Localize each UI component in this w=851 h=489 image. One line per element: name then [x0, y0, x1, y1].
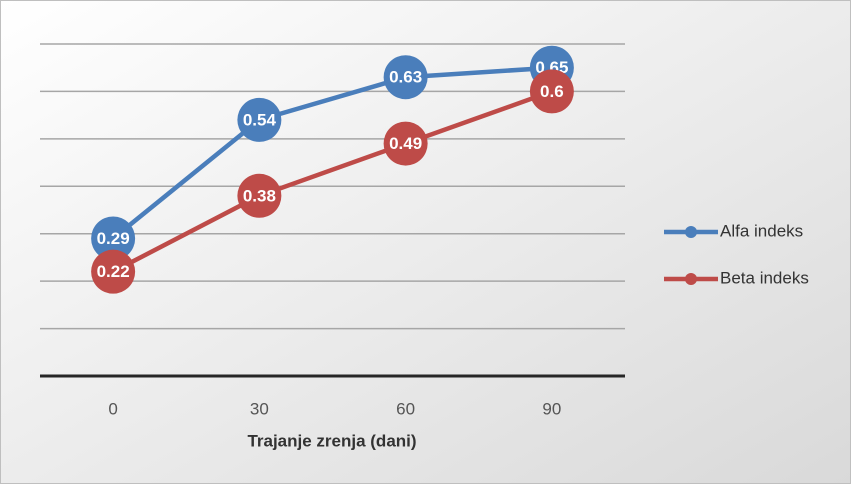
series-line — [112, 89, 553, 274]
data-point — [529, 69, 574, 114]
x-tick-label: 0 — [108, 399, 117, 418]
data-point — [91, 216, 136, 261]
data-point — [383, 55, 428, 100]
data-label: 0.6 — [540, 82, 564, 101]
x-axis-title: Trajanje zrenja (dani) — [247, 431, 416, 450]
legend-marker — [685, 226, 697, 238]
data-label: 0.38 — [243, 186, 276, 205]
data-point — [237, 97, 282, 142]
legend-marker — [685, 273, 697, 285]
data-label: 0.22 — [97, 262, 130, 281]
legend-label: Alfa indeks — [720, 221, 803, 240]
data-label: 0.49 — [389, 134, 422, 153]
x-tick-label: 60 — [396, 399, 415, 418]
data-label: 0.54 — [243, 110, 277, 129]
data-point — [91, 249, 136, 294]
data-point — [237, 173, 282, 218]
data-label: 0.63 — [389, 68, 422, 87]
x-tick-label: 30 — [250, 399, 269, 418]
data-label: 0.29 — [97, 229, 130, 248]
series-line — [111, 65, 553, 241]
data-point — [383, 121, 428, 166]
x-tick-label: 90 — [542, 399, 561, 418]
legend-label: Beta indeks — [720, 268, 809, 287]
